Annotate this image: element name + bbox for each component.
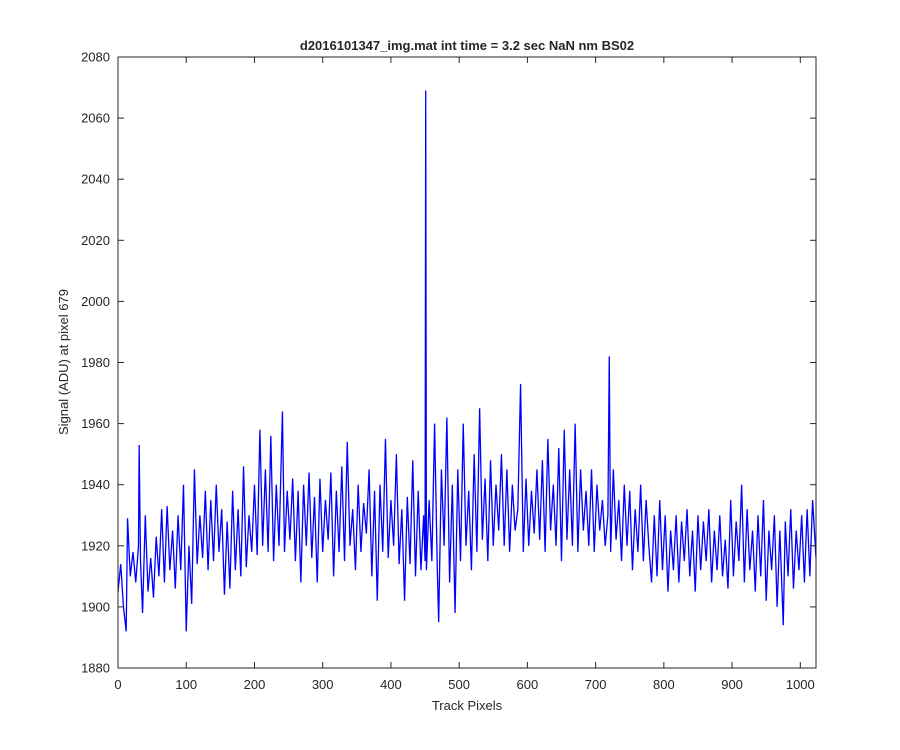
x-axis-label: Track Pixels <box>432 698 503 713</box>
x-tick-label: 400 <box>380 677 402 692</box>
x-tick-label: 1000 <box>786 677 815 692</box>
y-tick-label: 1900 <box>81 599 110 614</box>
y-tick-label: 2000 <box>81 294 110 309</box>
y-tick-label: 1880 <box>81 661 110 676</box>
y-axis-label: Signal (ADU) at pixel 679 <box>56 289 71 435</box>
x-tick-label: 900 <box>721 677 743 692</box>
x-tick-label: 0 <box>114 677 121 692</box>
y-tick-label: 1980 <box>81 355 110 370</box>
chart-title: d2016101347_img.mat int time = 3.2 sec N… <box>300 38 634 53</box>
x-tick-label: 100 <box>175 677 197 692</box>
x-tick-label: 200 <box>244 677 266 692</box>
y-tick-label: 1920 <box>81 538 110 553</box>
y-tick-label: 2060 <box>81 111 110 126</box>
y-tick-label: 2020 <box>81 233 110 248</box>
x-tick-label: 800 <box>653 677 675 692</box>
y-tick-label: 1940 <box>81 477 110 492</box>
x-tick-label: 700 <box>585 677 607 692</box>
x-tick-label: 500 <box>448 677 470 692</box>
data-line <box>117 90 817 632</box>
x-tick-label: 600 <box>517 677 539 692</box>
x-tick-label: 300 <box>312 677 334 692</box>
y-tick-label: 1960 <box>81 416 110 431</box>
plot-frame <box>117 56 817 669</box>
y-tick-label: 2040 <box>81 172 110 187</box>
y-tick-label: 2080 <box>81 50 110 65</box>
